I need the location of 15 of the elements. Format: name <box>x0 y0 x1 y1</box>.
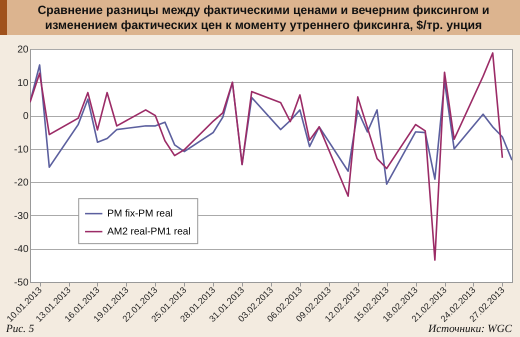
chart-title: Сравнение разницы между фактическими ценами и вечерним фиксингом и изменением фактических цен к моменту утреннего фиксинга, $/тр. унция <box>0 0 520 35</box>
line-series <box>30 64 512 185</box>
text: Рис. 5 <box>6 323 34 335</box>
y-tick-label: 0 <box>22 111 29 122</box>
text: Источники: WGC <box>428 323 512 335</box>
y-tick-label: -30 <box>14 210 29 222</box>
y-tick-label: -20 <box>14 178 29 189</box>
legend-label: PM fix-PM real <box>107 208 173 220</box>
y-tick-label: -50 <box>14 278 29 288</box>
y-tick-label: 20 <box>17 44 29 56</box>
y-tick-label: 10 <box>17 78 29 89</box>
line-series <box>30 52 504 261</box>
y-tick-label: -40 <box>14 244 29 256</box>
y-tick-label: -10 <box>14 144 29 156</box>
legend-label: AM2 real-PM1 real <box>107 226 191 238</box>
